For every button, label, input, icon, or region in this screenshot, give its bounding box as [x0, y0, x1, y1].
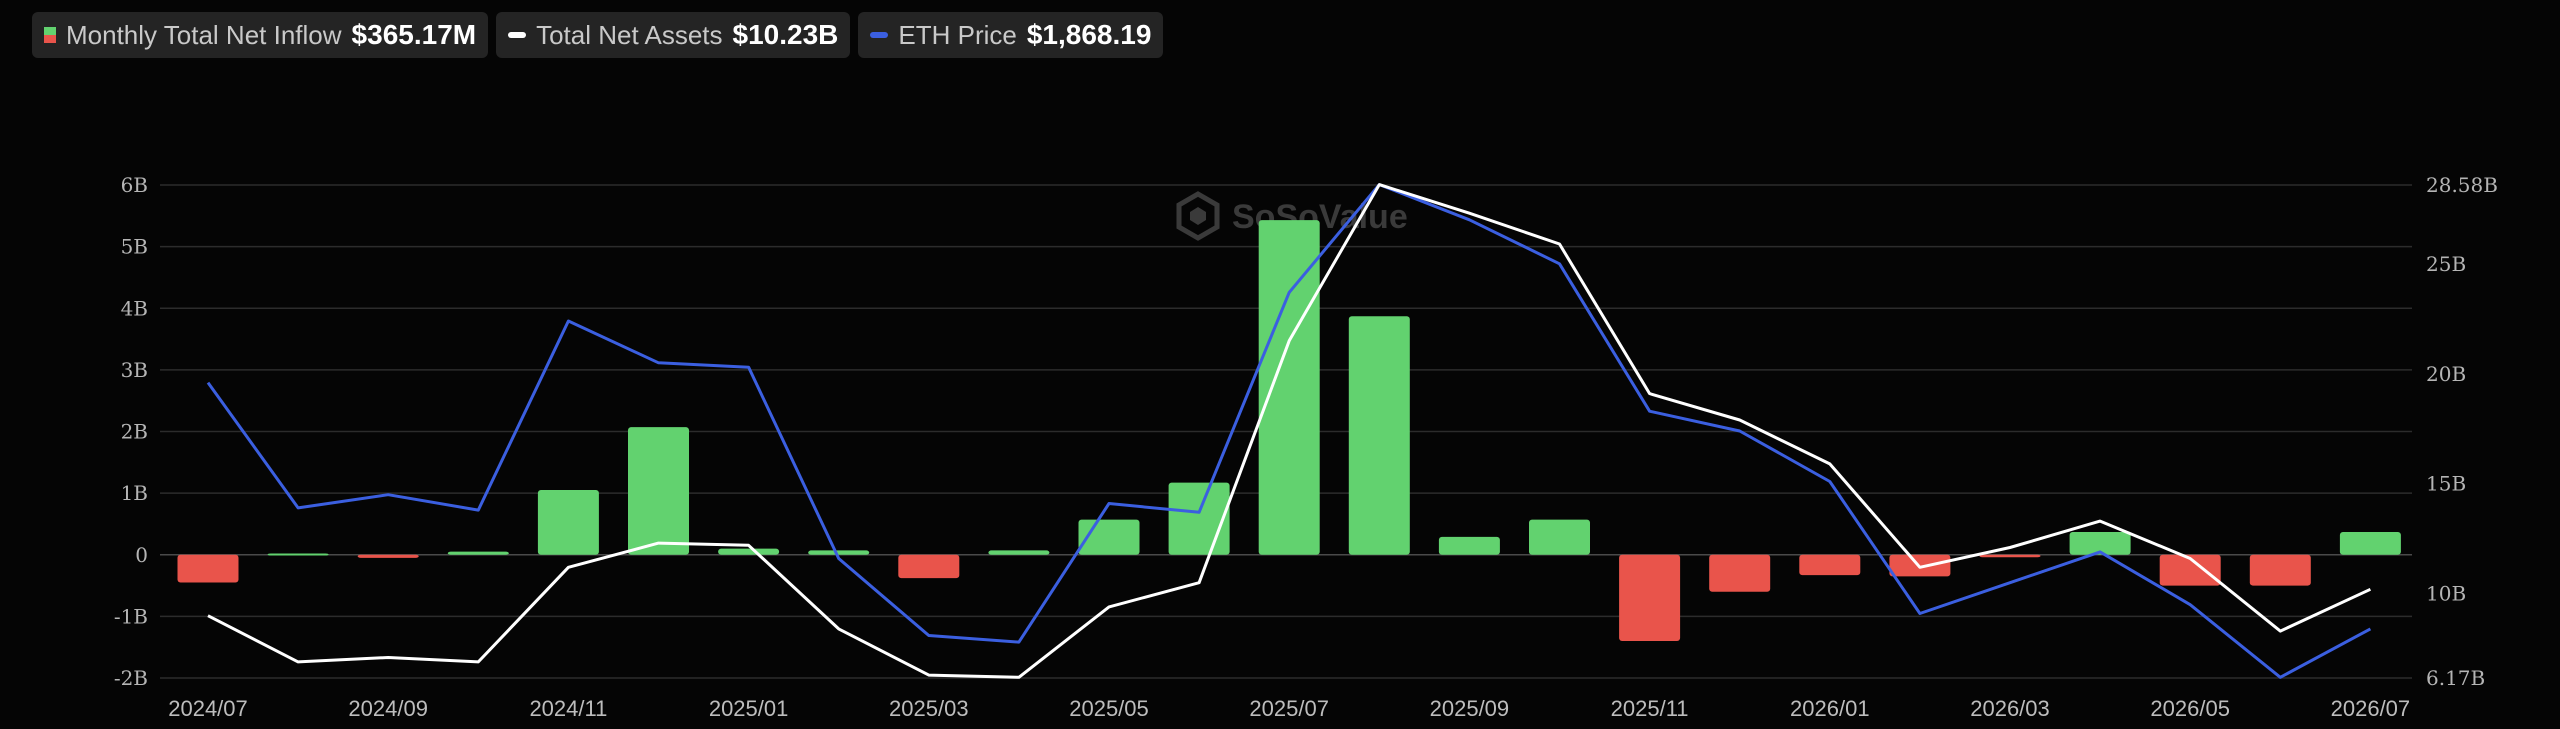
- legend-eth-label: ETH Price: [898, 19, 1017, 50]
- left-tick-label: 3B: [121, 358, 148, 382]
- x-tick-label: 2025/07: [1249, 696, 1329, 721]
- x-tick-label: 2024/11: [529, 696, 607, 721]
- legend-assets-label: Total Net Assets: [536, 19, 723, 50]
- inflow-bar: [1619, 554, 1681, 642]
- inflow-bar: [2339, 531, 2401, 555]
- x-tick-label: 2024/09: [348, 696, 428, 721]
- left-tick-label: 4B: [121, 296, 148, 320]
- right-tick-label: 28.58B: [2426, 173, 2498, 197]
- left-tick-label: 5B: [121, 235, 148, 259]
- inflow-bar: [718, 548, 780, 555]
- inflow-bar: [1168, 482, 1230, 555]
- series-lines: [206, 183, 2372, 679]
- inflow-bar: [628, 427, 689, 555]
- left-tick-label: -2B: [114, 666, 148, 690]
- x-tick-label: 2024/07: [168, 696, 248, 721]
- x-tick-label: 2025/05: [1069, 696, 1149, 721]
- left-tick-label: 1B: [121, 481, 148, 505]
- legend-assets-value: $10.23B: [732, 19, 839, 50]
- inflow-bar: [808, 550, 870, 555]
- inflow-bar: [177, 554, 239, 583]
- inflow-bar: [1258, 220, 1320, 555]
- inflow-bar: [267, 553, 329, 556]
- eth-price-line: [206, 183, 2372, 679]
- inflow-bar: [537, 490, 599, 555]
- legend-inflow-chip[interactable]: Monthly Total Net Inflow $365.17M: [32, 12, 489, 58]
- right-tick-label: 15B: [2426, 472, 2466, 496]
- x-tick-label: 2025/01: [709, 696, 789, 721]
- inflow-bar: [357, 554, 419, 558]
- inflow-swatch-icon: [44, 27, 56, 43]
- inflow-bar: [1348, 316, 1410, 555]
- inflow-bar: [988, 550, 1050, 555]
- left-tick-label: 2B: [121, 420, 148, 444]
- inflow-bar: [1799, 554, 1861, 576]
- net-assets-line: [207, 183, 2372, 679]
- left-tick-label: -1B: [114, 604, 148, 628]
- left-tick-label: 0: [135, 543, 148, 567]
- right-tick-label: 20B: [2426, 362, 2466, 386]
- x-tick-label: 2025/09: [1430, 696, 1510, 721]
- watermark: SoSoValue: [1176, 191, 1408, 241]
- legend-eth-value: $1,868.19: [1026, 19, 1152, 50]
- inflow-bar: [1438, 536, 1500, 555]
- left-axis: 6B 5B 4B 3B 2B 1B 0 -1B -2B: [114, 173, 148, 690]
- inflow-bar: [2249, 554, 2311, 586]
- x-tick-label: 2026/05: [2150, 696, 2230, 721]
- right-tick-label: 25B: [2426, 252, 2466, 276]
- inflow-bars: [177, 220, 2401, 642]
- watermark-logo-icon: [1176, 191, 1220, 241]
- right-tick-label: 6.17B: [2426, 666, 2485, 690]
- legend-assets-chip[interactable]: Total Net Assets $10.23B: [496, 12, 851, 58]
- chart-legend: Monthly Total Net Inflow $365.17M Total …: [32, 12, 1164, 58]
- inflow-bar: [2159, 554, 2221, 586]
- legend-eth-chip[interactable]: ETH Price $1,868.19: [858, 12, 1164, 58]
- inflow-bar: [898, 554, 960, 579]
- inflow-bar: [1979, 554, 2041, 558]
- x-tick-label: 2025/11: [1611, 696, 1689, 721]
- inflow-bar: [1529, 519, 1590, 555]
- x-tick-label: 2025/03: [889, 696, 969, 721]
- watermark-text: SoSoValue: [1232, 198, 1408, 236]
- right-axis: 28.58B 25B 20B 15B 10B 6.17B: [2426, 173, 2498, 690]
- inflow-bar: [447, 551, 509, 555]
- x-tick-label: 2026/01: [1790, 696, 1870, 721]
- x-tick-label: 2026/03: [1970, 696, 2050, 721]
- right-tick-label: 10B: [2426, 582, 2466, 606]
- x-axis: 2024/07 2024/09 2024/11 2025/01 2025/03 2025/…: [168, 696, 2410, 721]
- legend-inflow-label: Monthly Total Net Inflow: [66, 19, 342, 50]
- x-tick-label: 2026/07: [2331, 696, 2411, 721]
- inflow-bar: [2069, 531, 2131, 555]
- assets-swatch-icon: [508, 32, 527, 38]
- inflow-bar: [1709, 554, 1771, 592]
- legend-inflow-value: $365.17M: [351, 19, 477, 50]
- left-tick-label: 6B: [121, 173, 148, 197]
- eth-swatch-icon: [870, 32, 889, 38]
